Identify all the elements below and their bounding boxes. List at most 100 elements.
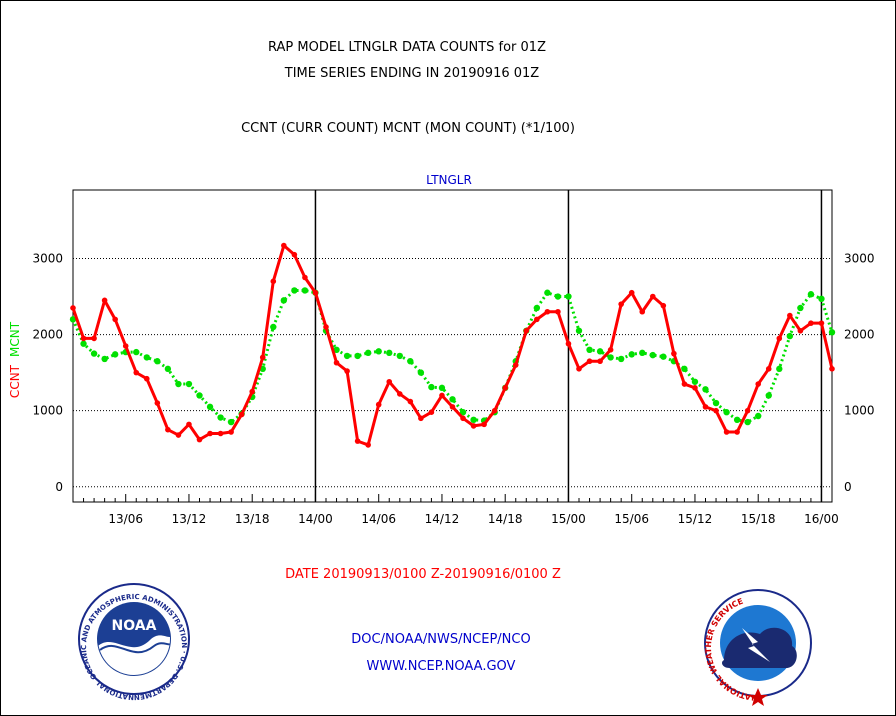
ccnt-point <box>154 400 161 406</box>
ccnt-point <box>228 429 234 435</box>
mcnt-point <box>660 353 667 360</box>
ccnt-point <box>333 359 340 366</box>
ccnt-point <box>302 274 308 281</box>
noaa-wordmark: NOAA <box>112 618 157 634</box>
mcnt-point <box>765 392 772 399</box>
ccnt-point <box>80 335 87 342</box>
ccnt-point <box>323 324 329 330</box>
mcnt-point <box>270 323 277 331</box>
ccnt-point <box>755 381 762 387</box>
ccnt-point <box>175 432 182 438</box>
ccnt-point <box>808 320 814 326</box>
ccnt-point <box>565 340 572 347</box>
ccnt-point <box>354 438 361 444</box>
mcnt-point <box>702 386 709 393</box>
ccnt-point <box>534 316 540 323</box>
mcnt-point <box>396 352 403 360</box>
mcnt-point <box>712 399 720 407</box>
ccnt-point <box>70 305 76 311</box>
ccnt-point <box>723 429 730 435</box>
agency-link[interactable]: DOC/NOAA/NWS/NCEP/NCO <box>351 632 530 647</box>
mcnt-point <box>280 297 288 304</box>
nws-cloud-icon <box>722 627 797 668</box>
ccnt-point <box>249 388 256 395</box>
mcnt-point <box>196 392 203 399</box>
mcnt-point <box>154 358 161 365</box>
mcnt-point <box>807 291 815 298</box>
mcnt-point <box>617 355 625 363</box>
x-tick-label: 15/06 <box>614 512 649 526</box>
chart-title: LTNGLR <box>426 173 472 187</box>
ccnt-point <box>523 327 530 334</box>
website-link[interactable]: WWW.NCEP.NOAA.GOV <box>367 659 516 674</box>
mcnt-point <box>164 365 172 373</box>
x-tick-label: 13/18 <box>235 512 270 526</box>
y-tick-label-right: 2000 <box>844 328 875 342</box>
svg-text:CCNTMCNT: CCNT MCNT <box>8 321 22 398</box>
ccnt-point <box>544 308 551 315</box>
ccnt-point <box>386 378 393 385</box>
mcnt-point <box>80 340 87 347</box>
mcnt-point <box>386 349 393 357</box>
mcnt-point <box>586 346 593 354</box>
mcnt-point <box>375 348 382 355</box>
ccnt-point <box>238 411 245 418</box>
nws-logo[interactable]: NATIONAL WEATHER SERVICE <box>704 589 812 706</box>
mcnt-point <box>544 289 551 296</box>
ccnt-point <box>692 385 698 391</box>
ccnt-point <box>671 350 677 357</box>
mcnt-point <box>354 352 361 360</box>
x-tick-label: 14/12 <box>425 512 460 526</box>
ccnt-point <box>734 429 740 435</box>
ccnt-point <box>165 426 171 433</box>
mcnt-point <box>723 409 730 416</box>
mcnt-point <box>565 293 572 300</box>
y-tick-label-right: 1000 <box>844 404 875 418</box>
nws-star-icon <box>748 688 768 706</box>
ccnt-point <box>555 308 561 315</box>
ccnt-point <box>133 369 140 376</box>
ccnt-point <box>660 302 667 309</box>
ccnt-point <box>112 316 118 323</box>
ccnt-point <box>428 409 435 416</box>
mcnt-point <box>185 380 193 388</box>
ccnt-point <box>291 251 298 258</box>
title-line-2: TIME SERIES ENDING IN 20190916 01Z <box>284 66 540 81</box>
mcnt-point <box>343 352 351 360</box>
mcnt-point <box>417 369 425 376</box>
ccnt-point <box>407 398 414 405</box>
mcnt-point <box>69 316 77 323</box>
ccnt-point <box>818 320 825 326</box>
mcnt-point <box>133 348 140 356</box>
mcnt-point <box>649 351 656 359</box>
ccnt-point <box>270 278 277 285</box>
x-tick-label: 13/06 <box>108 512 143 526</box>
mcnt-point <box>628 351 635 358</box>
ccnt-point <box>702 404 709 410</box>
ccnt-point <box>439 392 445 399</box>
mcnt-point <box>90 350 98 357</box>
ccnt-point <box>449 404 456 410</box>
ccnt-point <box>259 354 266 361</box>
x-tick-label: 15/18 <box>741 512 776 526</box>
ccnt-point <box>312 289 319 296</box>
ccnt-point <box>396 391 403 397</box>
ccnt-point <box>186 421 192 428</box>
mcnt-point <box>206 403 214 411</box>
ccnt-point <box>607 347 614 353</box>
ccnt-point <box>344 368 350 374</box>
ylabel-mcnt: MCNT <box>8 321 22 357</box>
ccnt-point <box>281 242 287 249</box>
mcnt-point <box>175 380 182 388</box>
y-tick-label-left: 1000 <box>32 404 63 418</box>
x-tick-label: 13/12 <box>172 512 207 526</box>
mcnt-point <box>333 346 340 354</box>
x-tick-label: 14/06 <box>361 512 396 526</box>
mcnt-point <box>101 355 108 363</box>
ccnt-point <box>765 366 772 372</box>
mcnt-point <box>797 304 804 312</box>
mcnt-point <box>428 383 435 391</box>
x-tick-label: 14/18 <box>488 512 523 526</box>
ccnt-point <box>618 301 624 307</box>
mcnt-point <box>575 327 583 334</box>
